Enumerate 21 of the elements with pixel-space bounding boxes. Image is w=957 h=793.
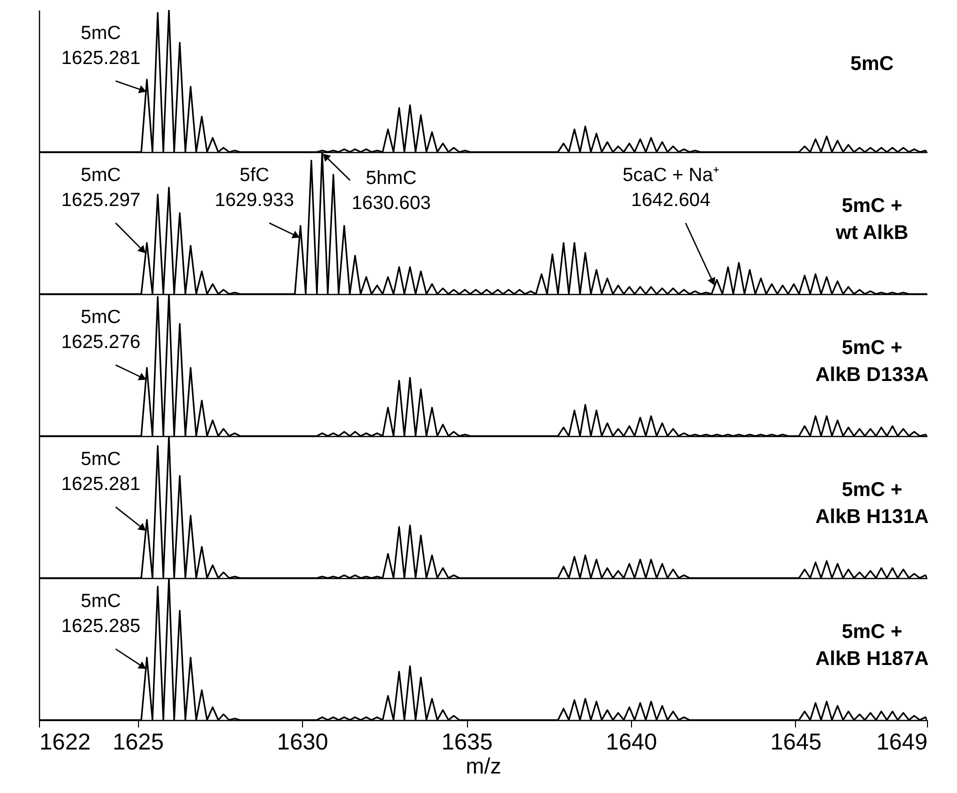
x-tick-label: 1649: [876, 728, 928, 754]
annotation: 5hmC 1630.603: [352, 168, 431, 214]
text: 5mC: [850, 52, 894, 75]
annotation: 5mC 1625.281: [61, 23, 140, 70]
x-tick-label: 1630: [277, 728, 328, 754]
text: 5mC + AlkB H187A: [815, 620, 929, 670]
annotation: 5mC 1625.276: [61, 307, 140, 354]
x-axis-title: m/z: [466, 754, 502, 778]
x-tick-label: 1640: [606, 728, 658, 754]
x-tick-label: 1635: [441, 728, 493, 754]
annotation: 5mC 1625.297: [61, 165, 140, 212]
x-tick-label: 1645: [770, 728, 822, 754]
annotation: 5caC + Na⁺ 1642.604: [622, 165, 719, 212]
annotation: 5mC 1625.281: [61, 449, 140, 496]
text: 5mC + wt AlkB: [834, 194, 908, 244]
text: 5mC + AlkB D133A: [815, 336, 929, 386]
x-tick-label: 1625: [112, 728, 164, 754]
annotation: 5mC 1625.285: [61, 591, 140, 638]
annotation: 5fC 1629.933: [214, 165, 294, 212]
x-tick-label: 1622: [40, 728, 91, 754]
text: 5mC + AlkB H131A: [815, 478, 929, 528]
